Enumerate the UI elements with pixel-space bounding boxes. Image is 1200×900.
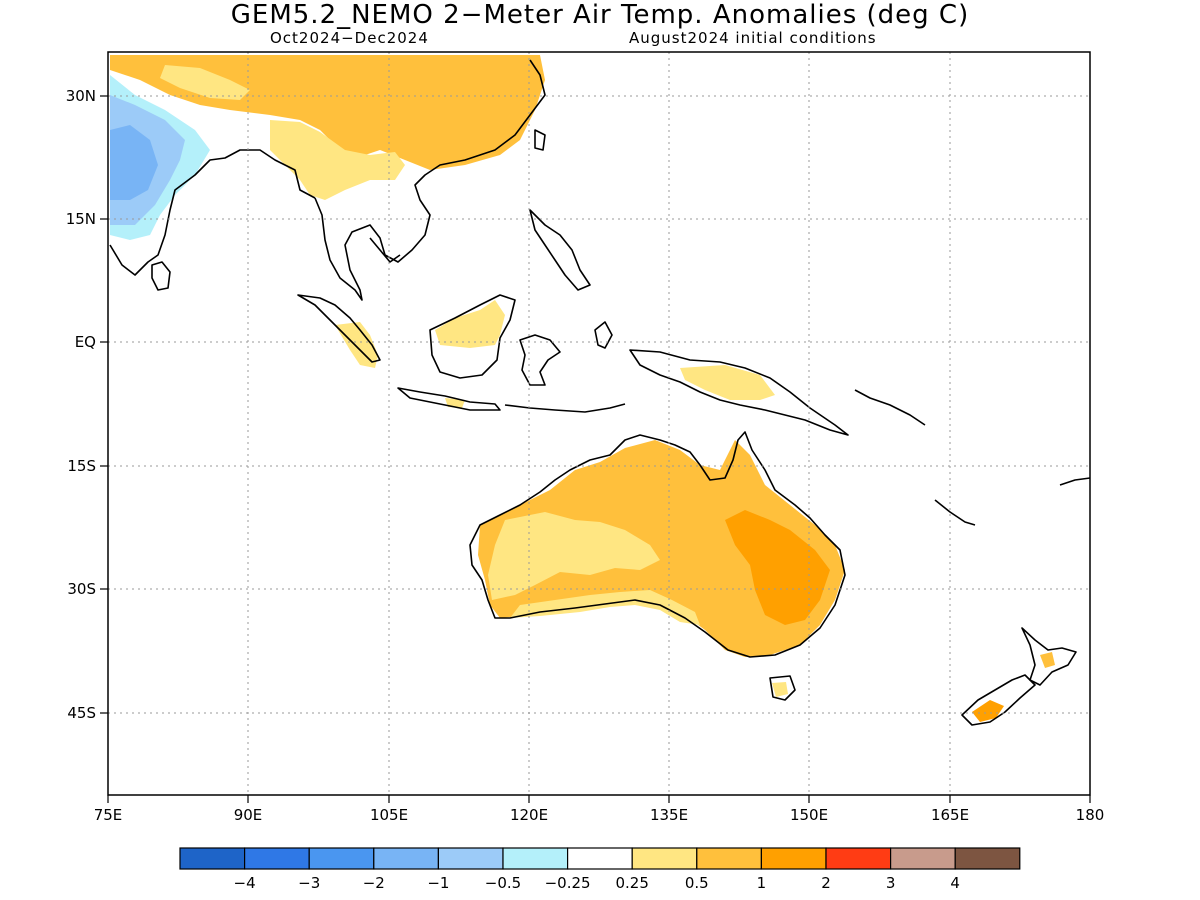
coast-nz-north (1021, 627, 1077, 686)
legend-swatch (437, 847, 504, 870)
legend-label: −3 (298, 874, 320, 892)
coast-new-guinea (629, 349, 849, 436)
longitude-labels: 75E 90E 105E 120E 135E 150E 165E 180 (94, 806, 1105, 824)
australia-mild-warm-south (510, 590, 700, 625)
lat-label: 45S (67, 704, 96, 722)
legend-swatch (825, 847, 892, 870)
coast-indochina (314, 59, 546, 301)
lon-label: 120E (510, 806, 548, 824)
tasmania-mild-warm-anomaly (772, 682, 788, 697)
latitude-labels: 30N 15N EQ 15S 30S 45S (66, 87, 96, 722)
lat-label: 15S (67, 457, 96, 475)
legend-swatch (373, 847, 439, 870)
legend-swatch (760, 847, 827, 870)
lon-label: 75E (94, 806, 123, 824)
coast-lesser-sunda (504, 403, 626, 413)
coast-australia (469, 431, 846, 658)
coast-java (397, 387, 501, 411)
legend-swatch (631, 847, 698, 870)
lon-label: 105E (370, 806, 408, 824)
lon-label: 180 (1076, 806, 1105, 824)
coast-sulawesi (519, 334, 561, 386)
new-zealand-warm-anomaly (972, 700, 1004, 722)
anomaly-shading (110, 55, 1055, 722)
lon-label: 150E (790, 806, 828, 824)
legend-label: 3 (886, 874, 896, 892)
india-cold-anomaly-strong (110, 125, 158, 200)
coastlines (109, 59, 1091, 726)
lat-label: EQ (75, 333, 96, 351)
coast-philippines (529, 209, 591, 291)
coast-fiji (1059, 477, 1091, 486)
legend-label: −0.25 (545, 874, 591, 892)
legend-swatch (696, 847, 762, 870)
himalaya-mild-warm-anomaly (160, 65, 250, 100)
forecast-period: Oct2024−Dec2024 (270, 29, 429, 47)
lat-label: 30S (67, 580, 96, 598)
coast-halmahera (594, 321, 613, 349)
lat-label: 15N (66, 210, 96, 228)
australia-strong-warm-east (725, 510, 830, 625)
lon-label: 90E (234, 806, 263, 824)
legend-label: −4 (234, 874, 256, 892)
legend-swatch (502, 847, 569, 870)
legend-swatch (244, 847, 310, 870)
coast-sumatra (297, 294, 381, 363)
australia-mild-warm-west (488, 512, 660, 600)
map-title: GEM5.2_NEMO 2−Meter Air Temp. Anomalies … (230, 0, 970, 30)
indochina-mild-warm-anomaly (270, 120, 405, 200)
legend-label: 0.25 (615, 874, 648, 892)
tick-marks (100, 95, 1091, 803)
legend-swatch (179, 847, 246, 870)
lon-label: 165E (931, 806, 969, 824)
legend-label: −1 (427, 874, 449, 892)
coast-borneo (429, 294, 516, 379)
coast-tasmania (769, 675, 796, 701)
legend-label: 0.5 (685, 874, 709, 892)
map-frame (107, 51, 1091, 796)
legend-swatch (308, 847, 375, 870)
legend-label: 2 (821, 874, 831, 892)
legend-swatch (566, 847, 633, 870)
legend-swatch (954, 847, 1021, 870)
lon-label: 135E (650, 806, 688, 824)
color-legend: −4 −3 −2 −1 −0.5 −0.25 0.25 0.5 1 2 3 4 (179, 847, 1021, 892)
legend-swatch (889, 847, 956, 870)
coast-gulf-thailand (369, 237, 401, 263)
coast-vanuatu (934, 499, 976, 526)
coast-sri-lanka (151, 261, 171, 291)
coast-solomon-islands (854, 389, 926, 426)
legend-label: −0.5 (485, 874, 521, 892)
coast-india (109, 149, 316, 276)
new-zealand-mild-warm (1040, 652, 1055, 668)
lat-label: 30N (66, 87, 96, 105)
legend-label: −2 (363, 874, 385, 892)
legend-label: 4 (950, 874, 960, 892)
legend-label: 1 (757, 874, 767, 892)
initial-conditions-label: August2024 initial conditions (629, 29, 877, 47)
borneo-mild-warm-anomaly (435, 300, 505, 348)
coast-taiwan (534, 129, 546, 151)
coast-nz-south (961, 674, 1036, 726)
new-guinea-mild-warm-anomaly (680, 365, 775, 400)
graticule (108, 52, 1090, 795)
